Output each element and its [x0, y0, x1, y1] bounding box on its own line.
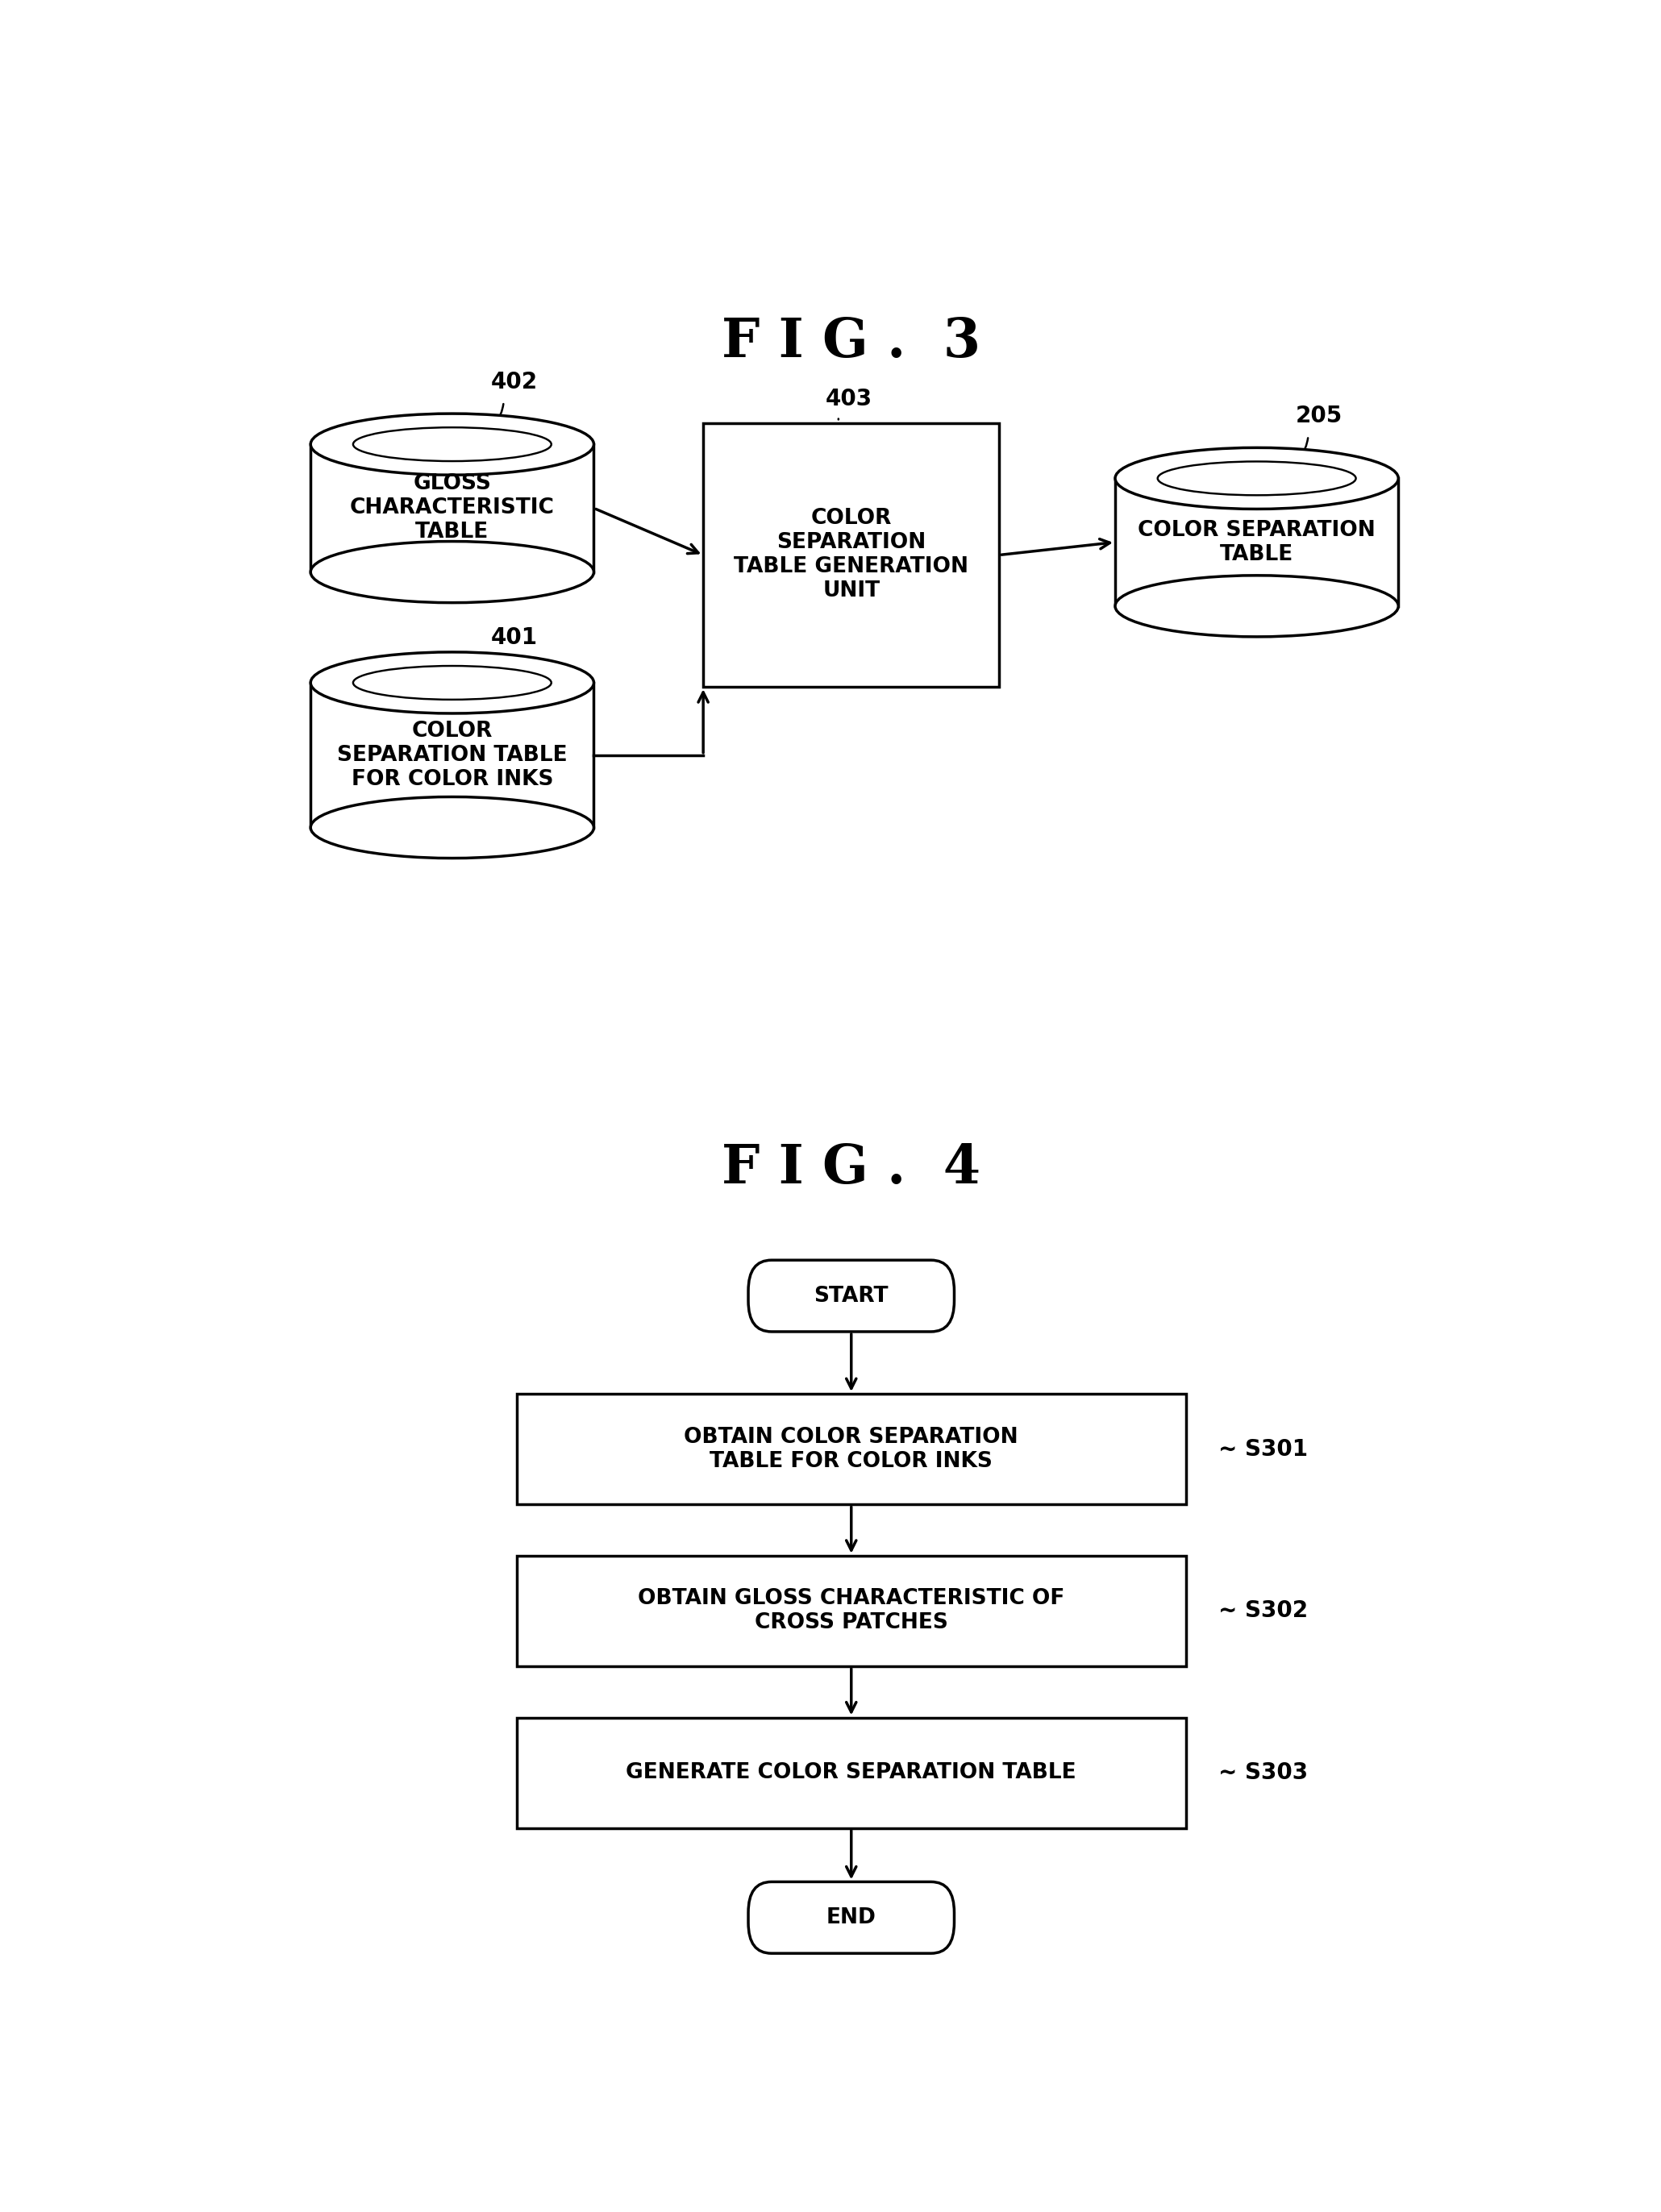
- Text: OBTAIN COLOR SEPARATION
TABLE FOR COLOR INKS: OBTAIN COLOR SEPARATION TABLE FOR COLOR …: [684, 1427, 1018, 1471]
- Bar: [517, 1394, 1186, 1504]
- Text: START: START: [814, 1285, 889, 1307]
- Text: 403: 403: [826, 387, 872, 409]
- Text: COLOR
SEPARATION
TABLE GENERATION
UNIT: COLOR SEPARATION TABLE GENERATION UNIT: [734, 509, 968, 602]
- Bar: [517, 1555, 1186, 1666]
- Text: 402: 402: [492, 372, 538, 394]
- Bar: [517, 1717, 1186, 1827]
- Text: ~ S301: ~ S301: [1218, 1438, 1307, 1460]
- Text: OBTAIN GLOSS CHARACTERISTIC OF
CROSS PATCHES: OBTAIN GLOSS CHARACTERISTIC OF CROSS PAT…: [638, 1588, 1065, 1635]
- Text: COLOR SEPARATION
TABLE: COLOR SEPARATION TABLE: [1138, 520, 1375, 564]
- Text: GENERATE COLOR SEPARATION TABLE: GENERATE COLOR SEPARATION TABLE: [626, 1763, 1076, 1783]
- Text: END: END: [826, 1907, 877, 1929]
- Polygon shape: [1115, 478, 1399, 606]
- Text: F I G .  4: F I G . 4: [723, 1141, 980, 1194]
- FancyBboxPatch shape: [747, 1882, 953, 1953]
- Text: F I G .  3: F I G . 3: [723, 316, 980, 367]
- FancyBboxPatch shape: [747, 1261, 953, 1332]
- Polygon shape: [311, 445, 595, 573]
- Ellipse shape: [311, 653, 595, 714]
- Ellipse shape: [311, 414, 595, 476]
- Ellipse shape: [311, 796, 595, 858]
- Ellipse shape: [1115, 447, 1399, 509]
- Ellipse shape: [311, 542, 595, 602]
- Text: 401: 401: [492, 626, 538, 648]
- Text: 205: 205: [1296, 405, 1342, 427]
- Text: ~ S302: ~ S302: [1218, 1599, 1307, 1621]
- Polygon shape: [311, 684, 595, 827]
- Text: GLOSS
CHARACTERISTIC
TABLE: GLOSS CHARACTERISTIC TABLE: [350, 473, 555, 542]
- Text: COLOR
SEPARATION TABLE
FOR COLOR INKS: COLOR SEPARATION TABLE FOR COLOR INKS: [337, 721, 568, 790]
- Text: ~ S303: ~ S303: [1218, 1761, 1307, 1785]
- Ellipse shape: [1115, 575, 1399, 637]
- Bar: [703, 422, 1000, 688]
